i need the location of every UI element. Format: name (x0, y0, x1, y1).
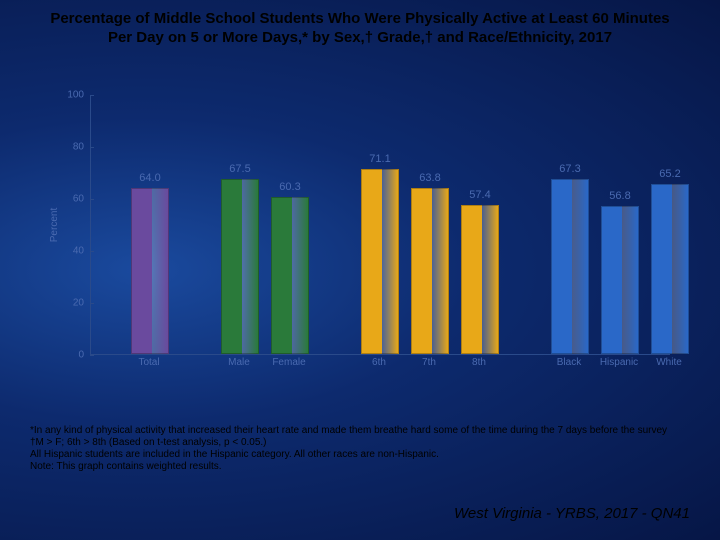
bar-value-label: 57.4 (461, 189, 499, 201)
bar-fill (651, 184, 689, 354)
bar-fill (461, 205, 499, 354)
x-tick-label: Total (119, 357, 179, 368)
bar-value-label: 63.8 (411, 172, 449, 184)
bar-fill (271, 197, 309, 354)
bar-value-label: 56.8 (601, 190, 639, 202)
bar-fill (411, 188, 449, 354)
y-tick-label: 20 (55, 298, 90, 309)
footnotes: *In any kind of physical activity that i… (30, 425, 690, 473)
chart-area: Percent 020406080100 64.067.560.371.163.… (55, 95, 670, 385)
bar: 63.8 (411, 188, 449, 354)
y-tick-label: 80 (55, 142, 90, 153)
bar: 71.1 (361, 169, 399, 354)
bar: 57.4 (461, 205, 499, 354)
bar: 67.3 (551, 179, 589, 354)
bar-value-label: 67.5 (221, 163, 259, 175)
y-axis-label: Percent (49, 208, 60, 242)
x-tick-label: 8th (449, 357, 509, 368)
bar-fill (551, 179, 589, 354)
y-tick-label: 60 (55, 194, 90, 205)
bar: 56.8 (601, 206, 639, 354)
bar: 64.0 (131, 188, 169, 354)
y-tick-mark (90, 355, 94, 356)
bar-fill (601, 206, 639, 354)
x-tick-label: White (639, 357, 699, 368)
y-tick-label: 40 (55, 246, 90, 257)
chart-title: Percentage of Middle School Students Who… (0, 0, 720, 52)
bar-value-label: 71.1 (361, 153, 399, 165)
bar: 67.5 (221, 179, 259, 355)
bar-fill (221, 179, 259, 355)
bar: 65.2 (651, 184, 689, 354)
footnote-line: Note: This graph contains weighted resul… (30, 461, 690, 473)
footnote-line: *In any kind of physical activity that i… (30, 425, 690, 437)
bar: 60.3 (271, 197, 309, 354)
bar-value-label: 64.0 (131, 172, 169, 184)
bar-value-label: 65.2 (651, 168, 689, 180)
footnote-line: †M > F; 6th > 8th (Based on t-test analy… (30, 437, 690, 449)
bar-fill (131, 188, 169, 354)
footnote-line: All Hispanic students are included in th… (30, 449, 690, 461)
bar-value-label: 67.3 (551, 163, 589, 175)
plot-region: 64.067.560.371.163.857.467.356.865.2 (90, 95, 670, 355)
y-tick-label: 100 (55, 90, 90, 101)
source-citation: West Virginia - YRBS, 2017 - QN41 (454, 505, 690, 522)
y-tick-label: 0 (55, 350, 90, 361)
bar-fill (361, 169, 399, 354)
x-tick-label: Female (259, 357, 319, 368)
bar-value-label: 60.3 (271, 181, 309, 193)
